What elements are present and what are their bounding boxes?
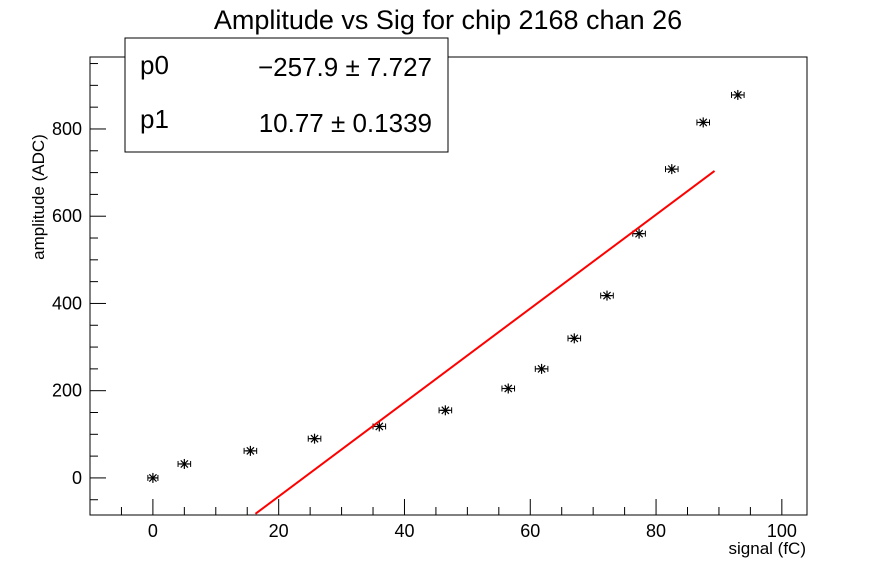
y-axis-title: amplitude (ADC)	[29, 134, 48, 260]
data-point	[534, 363, 549, 374]
y-tick-label: 400	[52, 293, 82, 313]
fit-line	[254, 170, 716, 515]
data-point	[501, 383, 516, 394]
stats-box-frame	[124, 37, 449, 153]
stat-p0-value: −257.9 ± 7.727	[258, 52, 432, 82]
x-tick-label: 40	[394, 521, 414, 541]
data-point	[664, 164, 679, 175]
chart-title: Amplitude vs Sig for chip 2168 chan 26	[214, 5, 682, 35]
y-tick-label: 600	[52, 206, 82, 226]
data-point	[600, 290, 614, 301]
x-tick-label: 80	[646, 521, 666, 541]
y-tick-label: 200	[52, 381, 82, 401]
stat-p1-name: p1	[140, 104, 169, 134]
y-axis	[90, 63, 106, 501]
data-point	[731, 89, 745, 100]
data-point	[147, 472, 159, 483]
x-tick-label: 100	[767, 521, 797, 541]
data-point	[307, 433, 322, 444]
y-tick-labels: 0 200 400 600 800	[52, 119, 82, 488]
data-point	[438, 405, 453, 416]
x-tick-label: 60	[520, 521, 540, 541]
stat-p0-name: p0	[140, 50, 169, 80]
data-point	[696, 117, 711, 128]
data-point	[567, 333, 582, 344]
data-point	[243, 445, 258, 456]
y-tick-label: 0	[72, 468, 82, 488]
data-point	[372, 421, 387, 432]
x-axis	[89, 499, 783, 515]
y-tick-label: 800	[52, 119, 82, 139]
x-tick-labels: 0 20 40 60 80 100	[148, 521, 797, 541]
x-tick-label: 0	[148, 521, 158, 541]
x-axis-title: signal (fC)	[729, 539, 806, 558]
data-point	[632, 228, 646, 239]
x-tick-label: 20	[269, 521, 289, 541]
stats-box: p0 −257.9 ± 7.727 p1 10.77 ± 0.1339	[124, 37, 449, 153]
stat-p1-value: 10.77 ± 0.1339	[259, 108, 432, 138]
data-point	[177, 458, 192, 469]
